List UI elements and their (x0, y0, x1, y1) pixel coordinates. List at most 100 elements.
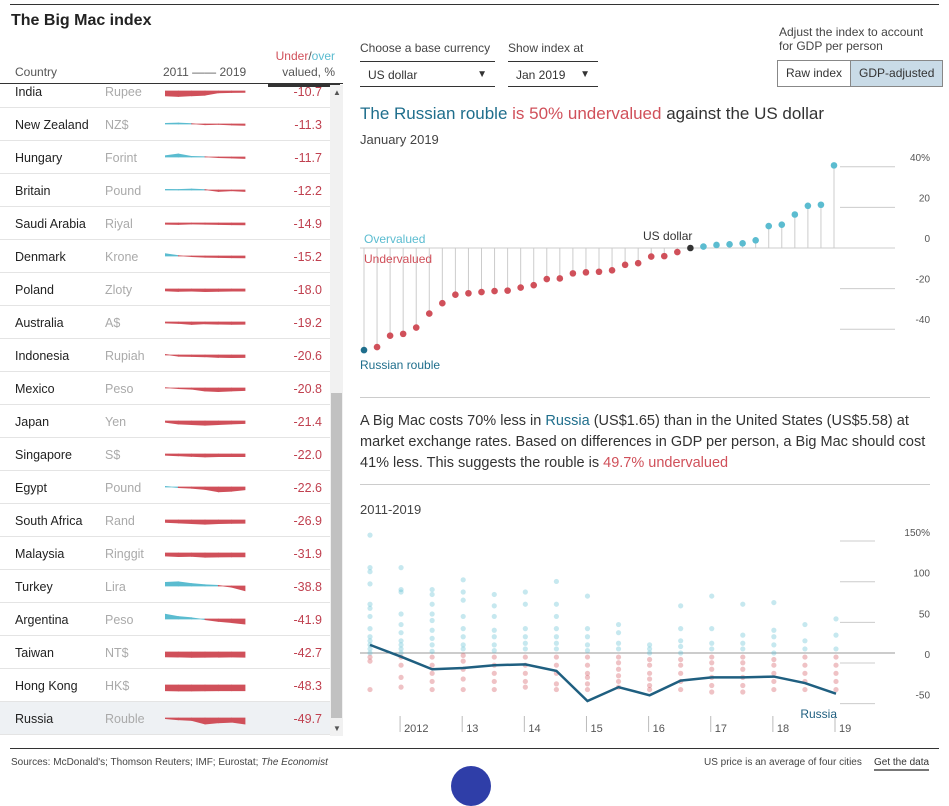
lollipop-point (373, 343, 381, 351)
country-point (491, 603, 497, 609)
sparkline-segment (231, 123, 246, 126)
x-tick-label: 16 (653, 723, 665, 735)
table-row[interactable]: Australia A$ -19.2 (0, 306, 330, 339)
country-point (491, 627, 497, 633)
x-tick-label: 18 (777, 723, 789, 735)
country-point (367, 654, 373, 660)
country-point (833, 670, 839, 676)
country-point (678, 656, 684, 663)
country-name: Denmark (15, 250, 66, 264)
currency-select[interactable]: US dollar ▼ (360, 61, 495, 87)
sparkline-segment (177, 153, 193, 158)
col-under-over[interactable]: Under/over valued, % (276, 48, 335, 80)
sources: Sources: McDonald's; Thomson Reuters; IM… (11, 757, 328, 768)
country-name: Poland (15, 283, 54, 297)
country-point (802, 662, 808, 668)
table-row[interactable]: Saudi Arabia Riyal -14.9 (0, 207, 330, 240)
valuation-value: -22.6 (293, 481, 323, 495)
sparkline-segment (191, 188, 206, 191)
table-row[interactable]: Poland Zloty -18.0 (0, 273, 330, 306)
table-row[interactable]: Denmark Krone -15.2 (0, 240, 330, 273)
table-row[interactable]: Egypt Pound -22.6 (0, 471, 330, 504)
adjust-label-1: Adjust the index to account (779, 25, 924, 39)
country-point (584, 670, 591, 676)
table-row[interactable]: South Africa Rand -26.9 (0, 504, 330, 537)
currency-name: Peso (105, 382, 134, 396)
table-row[interactable]: India Rupee -10.7 (0, 85, 330, 108)
col-country[interactable]: Country (15, 65, 58, 79)
country-point (584, 654, 591, 660)
country-point (678, 650, 684, 656)
sparkline-segment (204, 387, 219, 393)
table-row[interactable]: Russia Rouble -49.7 (0, 702, 330, 735)
sparkline-segment (191, 155, 206, 158)
country-point (522, 646, 528, 652)
country-point (678, 626, 684, 632)
gdp-adjusted-button[interactable]: GDP-adjusted (850, 61, 943, 86)
lollipop-point (504, 287, 511, 294)
country-point (367, 658, 373, 664)
sparkline-segment (231, 618, 246, 625)
sparkline-segment (177, 387, 193, 390)
raw-index-button[interactable]: Raw index (786, 66, 843, 80)
country-point (584, 626, 591, 632)
headline: The Russian rouble is 50% undervalued ag… (360, 104, 824, 124)
country-point (522, 626, 528, 632)
currency-name: S$ (105, 448, 121, 462)
sparkline-segment (217, 255, 233, 259)
country-point (491, 686, 497, 693)
table-row[interactable]: New Zealand NZ$ -11.3 (0, 108, 330, 141)
sparkline-segment (165, 581, 179, 587)
table-row[interactable]: Mexico Peso -20.8 (0, 372, 330, 405)
sparkline (165, 288, 246, 293)
sparkline (165, 188, 246, 192)
table-row[interactable]: Hong Kong HK$ -48.3 (0, 669, 330, 702)
scrollbar-thumb[interactable] (331, 393, 342, 718)
date-value: Jan 2019 (516, 68, 566, 82)
table-row[interactable]: Indonesia Rupiah -20.6 (0, 339, 330, 372)
country-point (584, 647, 591, 654)
country-point (771, 686, 777, 693)
lollipop-point (412, 324, 420, 331)
table-row[interactable]: Japan Yen -21.4 (0, 405, 330, 438)
currency-name: Rupiah (105, 349, 145, 363)
country-point (553, 601, 559, 607)
country-name: Turkey (15, 580, 53, 594)
country-point (429, 648, 435, 654)
country-name: Japan (15, 415, 50, 429)
sparkline-segment (231, 486, 246, 492)
table-row[interactable]: Hungary Forint -11.7 (0, 141, 330, 174)
scroll-down-icon[interactable]: ▼ (333, 724, 341, 733)
table-row[interactable]: Britain Pound -12.2 (0, 174, 330, 207)
country-point (429, 642, 435, 648)
sparkline-segment (177, 222, 193, 225)
table-row[interactable]: Turkey Lira -38.8 (0, 570, 330, 603)
country-point (584, 674, 591, 680)
floating-button[interactable] (451, 766, 491, 806)
country-point (740, 646, 746, 652)
table-row[interactable]: Malaysia Ringgit -31.9 (0, 537, 330, 570)
sparkline-segment (217, 354, 233, 359)
country-point (553, 681, 559, 687)
country-point (522, 640, 528, 646)
country-point (398, 589, 404, 595)
sparkline-segment (231, 288, 246, 292)
get-data-link[interactable]: Get the data (874, 757, 930, 771)
sparkline-segment (165, 90, 179, 97)
sparkline-segment (177, 684, 193, 692)
y-tick-label: 100 (913, 569, 930, 580)
date-select[interactable]: Jan 2019 ▼ (508, 61, 598, 87)
currency-name: Riyal (105, 217, 133, 231)
country-point (429, 662, 435, 668)
table-row[interactable]: Singapore S$ -22.0 (0, 438, 330, 471)
country-point (522, 589, 528, 595)
table-row[interactable]: Argentina Peso -41.9 (0, 603, 330, 636)
scroll-up-icon[interactable]: ▲ (333, 88, 341, 97)
country-point (647, 642, 653, 648)
country-point (491, 670, 497, 676)
table-row[interactable]: Taiwan NT$ -42.7 (0, 636, 330, 669)
country-point (553, 686, 559, 693)
country-name: Taiwan (15, 646, 54, 660)
country-point (584, 634, 591, 640)
country-point (553, 646, 559, 652)
